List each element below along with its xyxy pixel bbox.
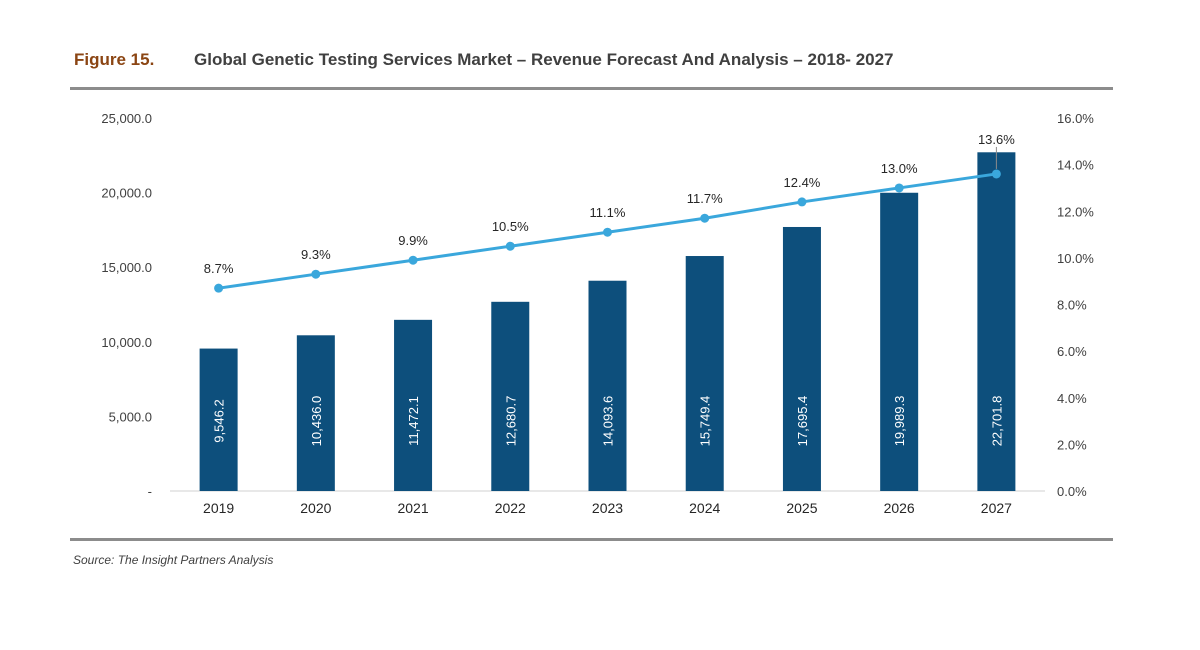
figure-number: Figure 15. [74, 50, 155, 69]
bar [199, 348, 238, 491]
growth-value-label: 11.7% [687, 191, 723, 206]
figure-header: Figure 15. Global Genetic Testing Service… [74, 50, 894, 70]
bar-value-label: 17,695.4 [795, 396, 810, 447]
x-tick-label: 2024 [689, 500, 720, 516]
y-right-tick-label: 4.0% [1057, 391, 1087, 406]
bar [394, 319, 433, 491]
x-tick-label: 2020 [300, 500, 331, 516]
bar [491, 301, 530, 491]
bar-value-label: 12,680.7 [503, 396, 518, 447]
y-right-tick-label: 6.0% [1057, 344, 1087, 359]
growth-value-label: 13.0% [881, 161, 918, 176]
bar-value-label: 14,093.6 [601, 396, 616, 447]
y-right-tick-label: 14.0% [1057, 158, 1094, 173]
y-left-tick-label: 20,000.0 [101, 186, 152, 201]
source-note: Source: The Insight Partners Analysis [73, 553, 274, 567]
bar-value-label: 11,472.1 [406, 396, 421, 446]
y-left-tick-label: 10,000.0 [101, 335, 152, 350]
x-tick-label: 2025 [786, 500, 817, 516]
growth-point [214, 283, 224, 293]
growth-point [311, 269, 321, 279]
x-tick-label: 2021 [397, 500, 428, 516]
x-tick-label: 2026 [884, 500, 915, 516]
y-right-tick-label: 12.0% [1057, 204, 1094, 219]
growth-point [700, 213, 710, 223]
bar [296, 335, 335, 491]
top-rule [70, 87, 1113, 90]
bar-value-label: 9,546.2 [212, 399, 227, 442]
x-tick-label: 2019 [203, 500, 234, 516]
bar [588, 280, 627, 491]
x-tick-label: 2027 [981, 500, 1012, 516]
growth-value-label: 10.5% [492, 219, 529, 234]
bar-value-label: 19,989.3 [892, 396, 907, 447]
y-left-tick-label: 5,000.0 [109, 409, 152, 424]
y-right-tick-label: 0.0% [1057, 484, 1087, 499]
growth-point [603, 227, 612, 237]
bar [782, 226, 821, 492]
growth-point [797, 197, 807, 207]
bar [880, 192, 919, 491]
x-tick-label: 2023 [592, 500, 623, 516]
growth-value-label: 11.1% [590, 205, 626, 220]
growth-point [894, 183, 904, 193]
combo-chart: - 5,000.0 10,000.0 15,000.0 20,000.0 25,000.0… [101, 111, 1094, 516]
growth-value-label: 12.4% [784, 175, 821, 190]
growth-point [991, 169, 1001, 179]
bar-value-label: 15,749.4 [698, 396, 713, 447]
growth-value-label: 8.7% [204, 261, 234, 276]
bar-value-label: 10,436.0 [309, 396, 324, 447]
y-right-tick-label: 8.0% [1057, 298, 1087, 313]
bar [685, 256, 724, 491]
y-left-tick-label: - [148, 484, 152, 499]
growth-point [505, 241, 515, 251]
x-tick-label: 2022 [495, 500, 526, 516]
bar [977, 152, 1016, 492]
bottom-rule [70, 538, 1113, 541]
y-right-tick-label: 16.0% [1057, 111, 1094, 126]
growth-value-label: 9.3% [301, 247, 331, 262]
y-left-tick-label: 15,000.0 [101, 260, 152, 275]
bar-value-label: 22,701.8 [989, 396, 1004, 447]
growth-value-label: 9.9% [398, 233, 428, 248]
y-right-tick-label: 2.0% [1057, 437, 1087, 452]
figure-title: Global Genetic Testing Services Market –… [194, 50, 894, 69]
y-right-tick-label: 10.0% [1057, 251, 1094, 266]
y-left-tick-label: 25,000.0 [101, 111, 152, 126]
growth-value-label: 13.6% [978, 132, 1015, 147]
growth-point [408, 255, 418, 265]
